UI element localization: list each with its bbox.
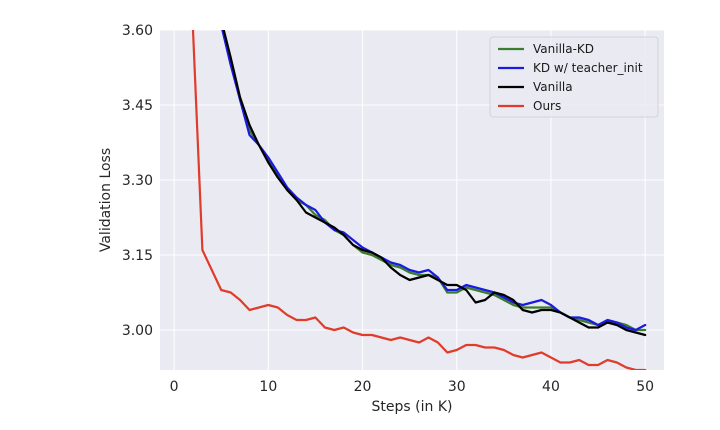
x-tick-label: 40 — [542, 379, 560, 395]
legend-label: Vanilla — [533, 80, 573, 94]
legend-label: KD w/ teacher_init — [533, 61, 643, 75]
x-tick-label: 30 — [448, 379, 466, 395]
x-axis-title: Steps (in K) — [372, 399, 453, 415]
y-tick-label: 3.30 — [122, 173, 153, 189]
y-tick-label: 3.60 — [122, 23, 153, 39]
x-tick-label: 0 — [170, 379, 179, 395]
y-tick-labels: 3.00 3.15 3.30 3.45 3.60 — [122, 23, 153, 339]
y-tick-label: 3.00 — [122, 323, 153, 339]
y-tick-label: 3.15 — [122, 248, 153, 264]
y-axis-title: Validation Loss — [98, 148, 114, 252]
legend-label: Vanilla-KD — [533, 42, 594, 56]
legend-label: Ours — [533, 99, 561, 113]
x-tick-label: 20 — [354, 379, 372, 395]
legend: Vanilla-KD KD w/ teacher_init Vanilla Ours — [489, 36, 659, 118]
y-tick-label: 3.45 — [122, 98, 153, 114]
x-tick-labels: 0 10 20 30 40 50 — [170, 379, 654, 395]
series-line-vanilla — [222, 30, 647, 337]
series-line-ours — [191, 30, 647, 370]
x-tick-label: 10 — [259, 379, 277, 395]
legend-box — [489, 36, 659, 118]
series-group — [191, 30, 647, 370]
series-line-kd-w-teacher-init — [221, 30, 647, 332]
x-tick-label: 50 — [636, 379, 654, 395]
